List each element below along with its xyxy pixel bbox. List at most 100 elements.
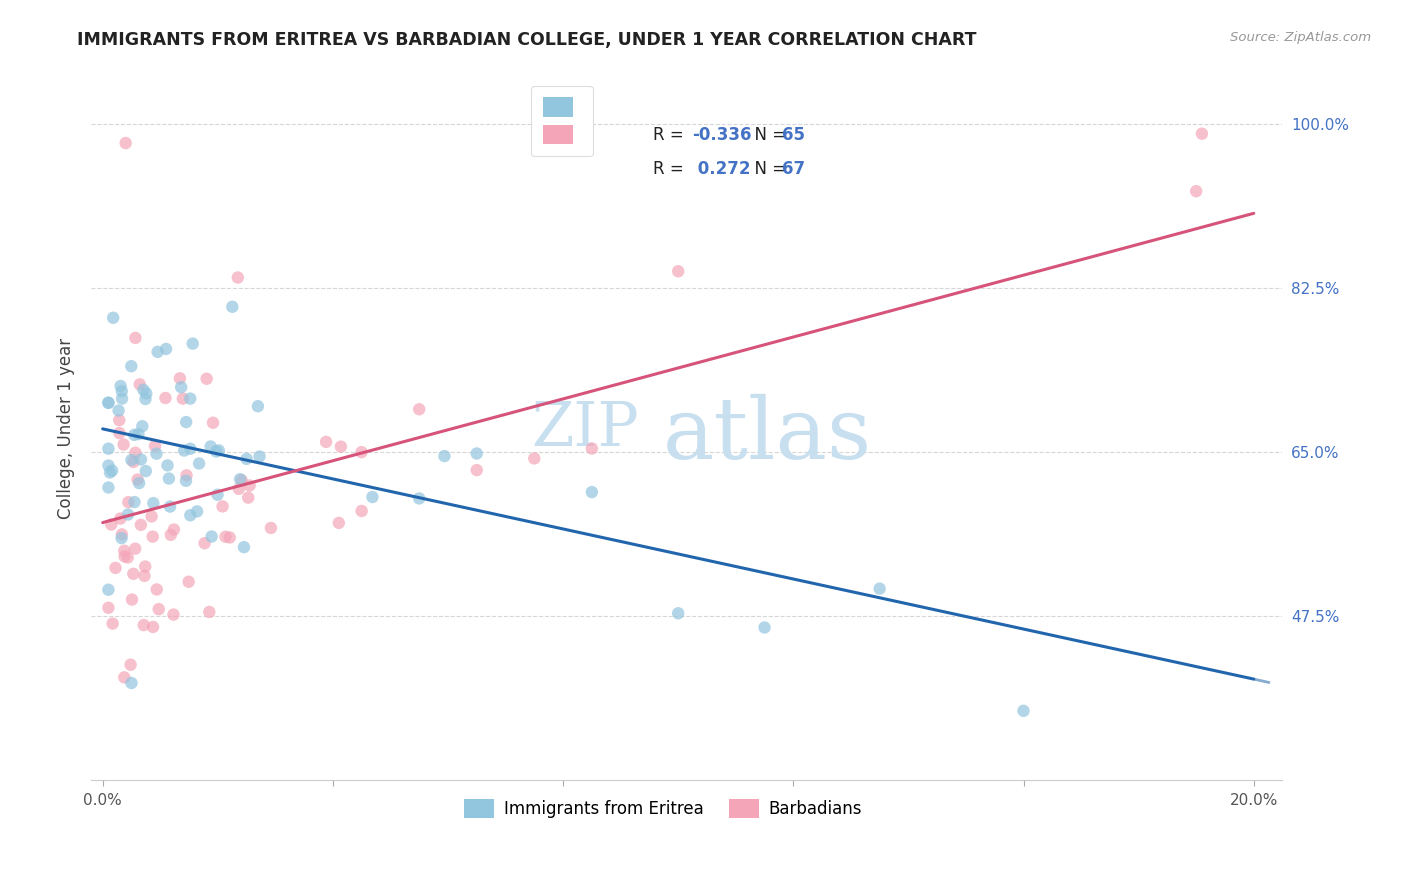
Point	[249, 450, 271, 464]
Point	[194, 536, 217, 550]
Point	[111, 384, 134, 398]
Point	[350, 504, 373, 518]
Point	[110, 531, 132, 545]
Point	[1191, 127, 1213, 141]
Text: 65: 65	[782, 126, 806, 144]
Point	[124, 428, 146, 442]
Point	[132, 383, 155, 397]
Point	[128, 476, 150, 491]
Point	[201, 416, 224, 430]
Point	[112, 437, 135, 451]
Point	[233, 540, 256, 554]
Point	[117, 495, 139, 509]
Text: ZIP: ZIP	[531, 399, 640, 458]
Point	[111, 392, 134, 406]
Point	[117, 550, 139, 565]
Text: R =: R =	[652, 126, 689, 144]
Point	[146, 344, 169, 359]
Point	[179, 508, 201, 523]
Point	[408, 491, 430, 506]
Point	[107, 403, 129, 417]
Point	[231, 473, 253, 487]
Point	[350, 445, 373, 459]
Point	[110, 511, 132, 525]
Point	[315, 434, 337, 449]
Point	[581, 442, 603, 456]
Point	[122, 455, 145, 469]
Point	[198, 605, 221, 619]
Point	[112, 543, 135, 558]
Point	[159, 500, 181, 514]
Point	[135, 386, 157, 401]
Point	[157, 471, 180, 485]
Point	[163, 523, 186, 537]
Point	[174, 415, 197, 429]
Point	[173, 443, 195, 458]
Point	[214, 530, 236, 544]
Point	[131, 419, 153, 434]
Point	[129, 452, 152, 467]
Point	[181, 336, 204, 351]
Point	[465, 463, 488, 477]
Point	[134, 569, 156, 583]
Point	[188, 457, 211, 471]
Point	[134, 559, 156, 574]
Point	[172, 392, 194, 406]
Point	[238, 491, 260, 505]
Text: 67: 67	[782, 161, 806, 178]
Point	[433, 449, 456, 463]
Point	[666, 264, 689, 278]
Point	[101, 310, 124, 325]
Point	[159, 528, 181, 542]
Point	[148, 602, 170, 616]
Point	[179, 392, 201, 406]
Point	[179, 442, 201, 456]
Point	[162, 607, 184, 622]
Point	[174, 474, 197, 488]
Text: N =: N =	[744, 126, 792, 144]
Point	[129, 517, 152, 532]
Point	[142, 496, 165, 510]
Point	[110, 379, 132, 393]
Point	[328, 516, 350, 530]
Point	[127, 427, 149, 442]
Point	[581, 485, 603, 500]
Point	[111, 527, 134, 541]
Point	[218, 531, 240, 545]
Point	[145, 447, 167, 461]
Point	[361, 490, 384, 504]
Point	[523, 451, 546, 466]
Point	[101, 616, 124, 631]
Point	[122, 566, 145, 581]
Point	[97, 442, 120, 456]
Point	[120, 359, 142, 374]
Point	[104, 561, 127, 575]
Point	[235, 451, 257, 466]
Text: -0.336: -0.336	[692, 126, 752, 144]
Point	[1012, 704, 1035, 718]
Point	[100, 517, 122, 532]
Point	[1185, 184, 1208, 198]
Point	[246, 399, 269, 413]
Point	[177, 574, 200, 589]
Point	[127, 473, 149, 487]
Point	[97, 600, 120, 615]
Point	[229, 472, 252, 486]
Point	[176, 468, 198, 483]
Point	[97, 458, 120, 473]
Point	[465, 446, 488, 460]
Point	[124, 331, 146, 345]
Point	[134, 392, 156, 406]
Point	[666, 607, 689, 621]
Text: 0.272: 0.272	[692, 161, 751, 178]
Point	[108, 413, 131, 427]
Point	[108, 425, 131, 440]
Text: IMMIGRANTS FROM ERITREA VS BARBADIAN COLLEGE, UNDER 1 YEAR CORRELATION CHART: IMMIGRANTS FROM ERITREA VS BARBADIAN COL…	[77, 31, 977, 49]
Point	[211, 500, 233, 514]
Point	[97, 396, 120, 410]
Point	[97, 582, 120, 597]
Point	[120, 657, 142, 672]
Point	[120, 453, 142, 467]
Point	[195, 372, 218, 386]
Point	[408, 402, 430, 417]
